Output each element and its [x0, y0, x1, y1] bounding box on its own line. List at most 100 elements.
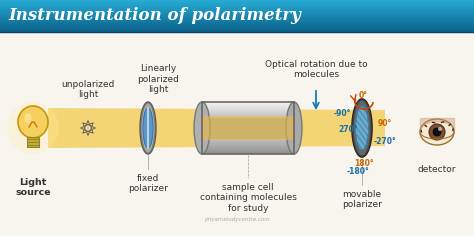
FancyBboxPatch shape [0, 5, 474, 6]
FancyBboxPatch shape [202, 116, 294, 117]
FancyBboxPatch shape [202, 114, 294, 115]
FancyBboxPatch shape [202, 111, 294, 112]
FancyBboxPatch shape [0, 11, 474, 13]
Ellipse shape [356, 106, 368, 150]
FancyBboxPatch shape [202, 141, 294, 142]
FancyBboxPatch shape [202, 145, 294, 146]
FancyBboxPatch shape [202, 137, 294, 138]
FancyBboxPatch shape [202, 109, 294, 110]
FancyBboxPatch shape [202, 143, 294, 144]
Ellipse shape [141, 103, 155, 153]
Ellipse shape [352, 99, 372, 157]
FancyBboxPatch shape [0, 15, 474, 17]
FancyBboxPatch shape [0, 14, 474, 15]
Ellipse shape [7, 102, 59, 154]
FancyBboxPatch shape [202, 151, 294, 152]
FancyBboxPatch shape [0, 28, 474, 29]
Text: -270°: -270° [374, 138, 397, 147]
Text: fixed
polarizer: fixed polarizer [128, 174, 168, 193]
Ellipse shape [286, 102, 302, 154]
FancyBboxPatch shape [202, 110, 294, 111]
FancyBboxPatch shape [27, 137, 39, 147]
Text: sample cell
containing molecules
for study: sample cell containing molecules for stu… [200, 183, 296, 213]
FancyBboxPatch shape [202, 147, 294, 148]
Text: -90°: -90° [334, 110, 351, 118]
Text: 270°: 270° [338, 126, 357, 135]
FancyBboxPatch shape [0, 4, 474, 5]
FancyBboxPatch shape [0, 18, 474, 19]
FancyBboxPatch shape [202, 107, 294, 108]
FancyBboxPatch shape [202, 135, 294, 136]
FancyBboxPatch shape [202, 131, 294, 132]
Text: 180°: 180° [354, 160, 374, 169]
FancyBboxPatch shape [0, 30, 474, 32]
FancyBboxPatch shape [0, 7, 474, 8]
FancyBboxPatch shape [202, 105, 294, 106]
FancyBboxPatch shape [0, 25, 474, 26]
FancyBboxPatch shape [202, 148, 294, 149]
FancyBboxPatch shape [0, 3, 474, 4]
Ellipse shape [433, 128, 441, 136]
Text: movable
polarizer: movable polarizer [342, 190, 382, 209]
FancyBboxPatch shape [202, 121, 294, 122]
FancyBboxPatch shape [0, 1, 474, 2]
FancyBboxPatch shape [0, 2, 474, 4]
Text: Optical rotation due to
molecules: Optical rotation due to molecules [264, 60, 367, 79]
Ellipse shape [438, 127, 442, 131]
FancyBboxPatch shape [202, 106, 294, 107]
FancyBboxPatch shape [0, 16, 474, 17]
Ellipse shape [429, 124, 445, 140]
Text: 90°: 90° [378, 119, 392, 128]
FancyBboxPatch shape [202, 120, 294, 121]
FancyBboxPatch shape [202, 125, 294, 126]
FancyBboxPatch shape [202, 144, 294, 145]
FancyBboxPatch shape [0, 23, 474, 25]
FancyBboxPatch shape [202, 129, 294, 130]
Text: Linearly
polarized
light: Linearly polarized light [137, 64, 179, 94]
Ellipse shape [194, 102, 210, 154]
FancyBboxPatch shape [202, 102, 294, 103]
FancyBboxPatch shape [0, 6, 474, 8]
FancyBboxPatch shape [0, 2, 474, 3]
Polygon shape [202, 116, 294, 140]
Text: -180°: -180° [346, 168, 369, 177]
FancyBboxPatch shape [0, 17, 474, 18]
Polygon shape [48, 108, 385, 148]
FancyBboxPatch shape [202, 133, 294, 134]
FancyBboxPatch shape [202, 138, 294, 139]
FancyBboxPatch shape [0, 24, 474, 25]
FancyBboxPatch shape [202, 139, 294, 140]
FancyBboxPatch shape [202, 119, 294, 120]
FancyBboxPatch shape [0, 21, 474, 22]
FancyBboxPatch shape [0, 14, 474, 16]
FancyBboxPatch shape [202, 134, 294, 135]
FancyBboxPatch shape [202, 146, 294, 147]
Text: detector: detector [418, 165, 456, 174]
FancyBboxPatch shape [0, 10, 474, 12]
FancyBboxPatch shape [202, 140, 294, 141]
FancyBboxPatch shape [202, 108, 294, 109]
FancyBboxPatch shape [202, 118, 294, 119]
FancyBboxPatch shape [0, 12, 474, 13]
FancyBboxPatch shape [0, 26, 474, 28]
FancyBboxPatch shape [202, 142, 294, 143]
FancyBboxPatch shape [0, 30, 474, 31]
Ellipse shape [18, 106, 48, 138]
Ellipse shape [420, 119, 454, 145]
FancyBboxPatch shape [202, 132, 294, 133]
FancyBboxPatch shape [202, 126, 294, 127]
FancyBboxPatch shape [0, 20, 474, 21]
FancyBboxPatch shape [0, 27, 474, 29]
FancyBboxPatch shape [202, 117, 294, 118]
FancyBboxPatch shape [0, 13, 474, 14]
FancyBboxPatch shape [202, 128, 294, 129]
FancyBboxPatch shape [0, 22, 474, 24]
FancyBboxPatch shape [202, 115, 294, 116]
FancyBboxPatch shape [0, 8, 474, 9]
Text: 0°: 0° [358, 92, 367, 101]
FancyBboxPatch shape [202, 113, 294, 114]
FancyBboxPatch shape [0, 6, 474, 7]
FancyBboxPatch shape [202, 152, 294, 153]
FancyBboxPatch shape [0, 0, 474, 1]
Text: unpolarized
light: unpolarized light [61, 80, 115, 99]
